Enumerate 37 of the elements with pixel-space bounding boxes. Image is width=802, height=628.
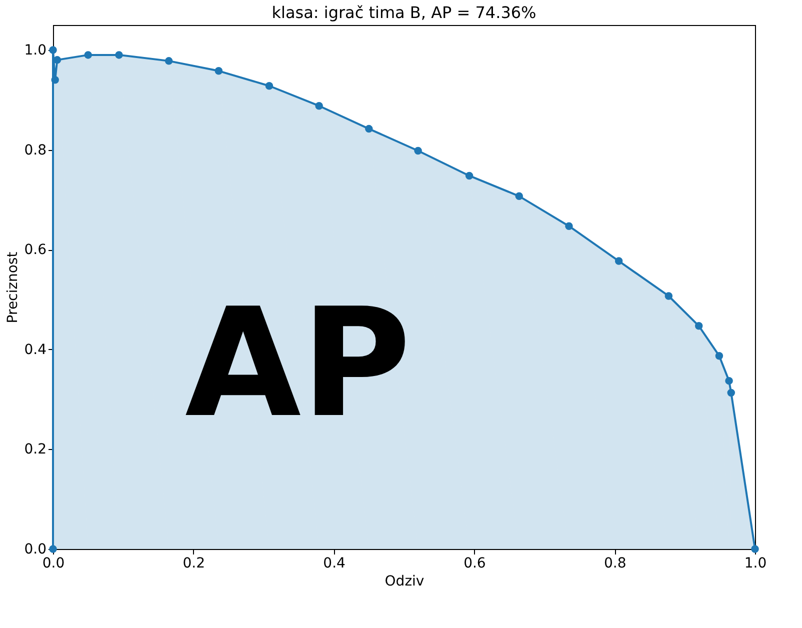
- point: [614, 257, 623, 265]
- point: [725, 376, 733, 385]
- y-tick-label: 0.6: [24, 242, 47, 258]
- point: [727, 388, 736, 397]
- point: [51, 76, 59, 84]
- x-tick-label: 0.0: [42, 556, 65, 572]
- x-tick-label: 1.0: [744, 556, 767, 572]
- point: [414, 146, 422, 155]
- point: [565, 222, 573, 230]
- point: [751, 545, 759, 553]
- x-tick-label: 0.2: [182, 556, 206, 572]
- y-axis-title: Preciznost: [5, 251, 22, 324]
- y-tick-label: 0.2: [24, 442, 46, 458]
- annotation: AP: [184, 277, 412, 451]
- x-tick-label: 0.8: [604, 556, 626, 572]
- point: [664, 292, 673, 300]
- point: [49, 46, 57, 54]
- y-tick-label: 1.0: [24, 42, 46, 58]
- point: [265, 82, 274, 90]
- point: [315, 102, 323, 110]
- point: [715, 352, 724, 360]
- point: [515, 192, 523, 200]
- point: [214, 67, 223, 75]
- x-tick-label: 0.4: [323, 556, 346, 572]
- point: [164, 57, 173, 65]
- point: [365, 124, 373, 133]
- y-tick-label: 0.4: [24, 342, 47, 358]
- point: [694, 322, 703, 330]
- x-axis-title: Odziv: [384, 574, 424, 590]
- point: [84, 51, 92, 59]
- point: [49, 545, 57, 553]
- y-tick-label: 0.0: [24, 542, 46, 558]
- x-tick-label: 0.6: [464, 556, 486, 572]
- point: [115, 51, 123, 59]
- chart-title: klasa: igrač tima B, AP = 74.36%: [272, 3, 536, 22]
- y-tick-label: 0.8: [24, 142, 46, 158]
- point: [465, 172, 474, 180]
